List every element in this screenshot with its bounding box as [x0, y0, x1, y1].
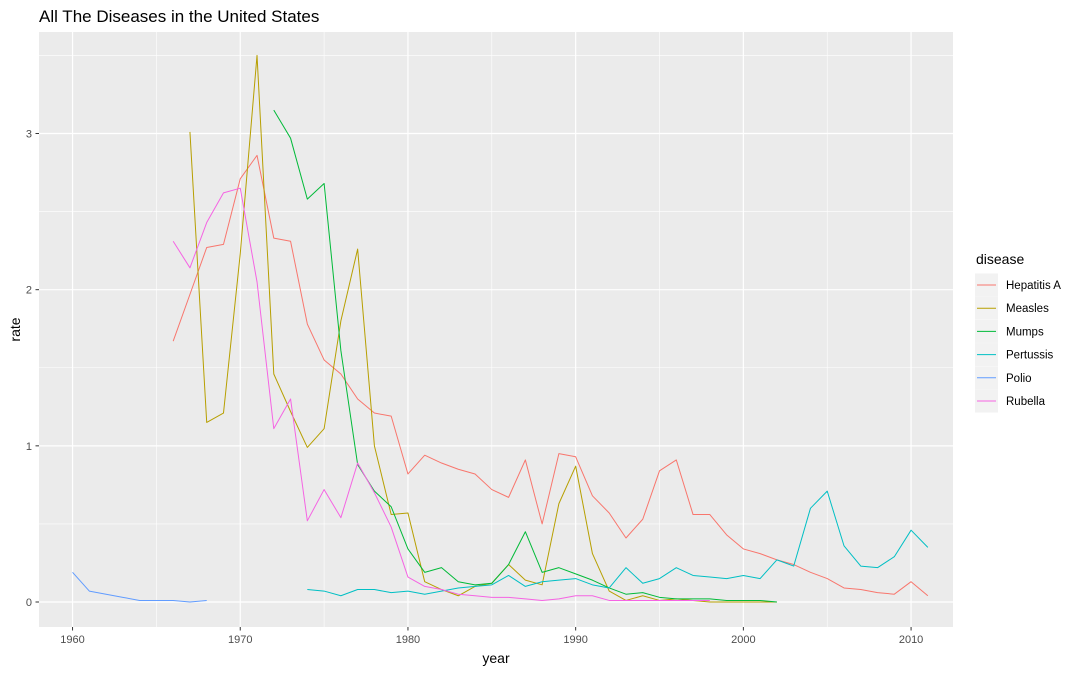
- legend-label: Rubella: [1006, 396, 1046, 408]
- legend-label: Polio: [1006, 373, 1032, 385]
- y-axis-ticks: 0 1 2 3: [26, 129, 39, 609]
- legend: disease Hepatitis A Measles Mumps Pertussis…: [975, 251, 1061, 413]
- y-tick-label: 3: [26, 129, 32, 141]
- y-tick-label: 0: [26, 597, 32, 609]
- y-tick-label: 2: [26, 285, 32, 297]
- legend-title: disease: [976, 251, 1024, 267]
- y-tick-label: 1: [26, 441, 32, 453]
- minor-gridlines: [39, 32, 953, 627]
- legend-label: Mumps: [1006, 326, 1044, 338]
- x-axis-title: year: [482, 650, 510, 666]
- x-tick-label: 1990: [563, 634, 587, 646]
- x-axis-ticks: 1960 1970 1980 1990 2000 2010: [60, 627, 923, 646]
- series-lines: [72, 54, 929, 603]
- legend-label: Pertussis: [1006, 350, 1054, 362]
- plot-panel: [39, 32, 953, 627]
- x-tick-label: 2000: [731, 634, 755, 646]
- legend-label: Hepatitis A: [1006, 280, 1061, 292]
- x-tick-label: 2010: [899, 634, 923, 646]
- y-axis-title: rate: [7, 317, 23, 341]
- x-tick-label: 1980: [396, 634, 420, 646]
- legend-label: Measles: [1006, 303, 1049, 315]
- x-tick-label: 1970: [228, 634, 252, 646]
- series-line-pertussis: [307, 490, 929, 597]
- major-gridlines: [39, 32, 953, 627]
- x-tick-label: 1960: [60, 634, 84, 646]
- series-line-rubella: [172, 187, 710, 601]
- series-line-hepatitis-a: [172, 154, 929, 597]
- legend-items: Hepatitis A Measles Mumps Pertussis Polio Rub…: [975, 273, 1061, 413]
- series-line-polio: [72, 572, 207, 603]
- chart-title: All The Diseases in the United States: [39, 7, 319, 26]
